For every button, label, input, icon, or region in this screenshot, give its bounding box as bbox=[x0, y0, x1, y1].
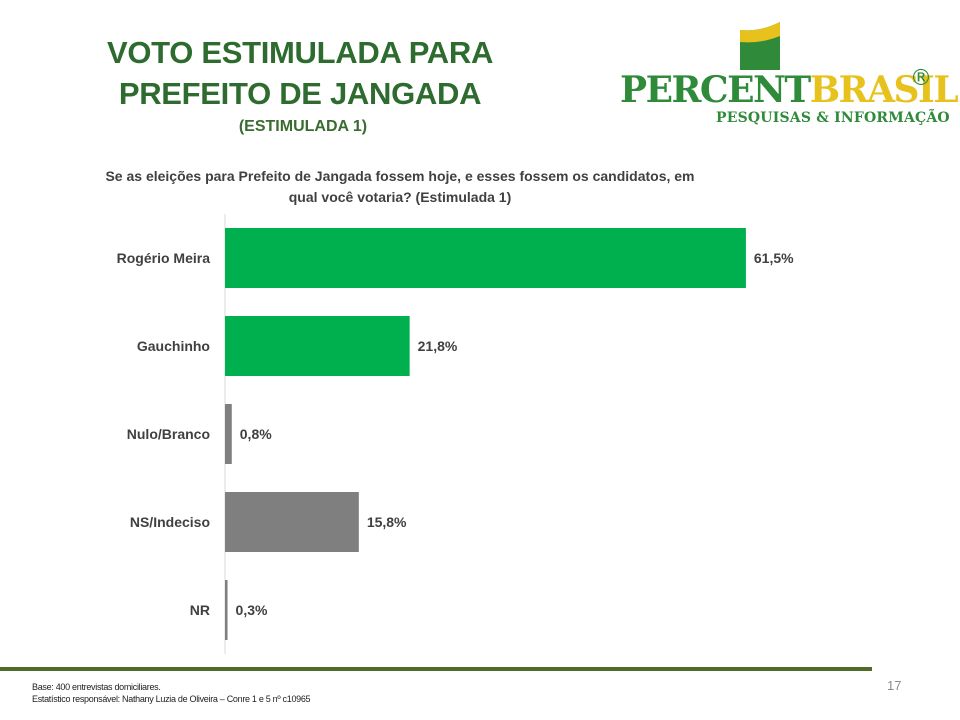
logo-word-brasil: BRASIL bbox=[809, 69, 959, 111]
logo-tagline: PESQUISAS & INFORMAÇÃO bbox=[716, 110, 950, 126]
logo-flag-icon bbox=[740, 22, 780, 70]
title-line-1: VOTO ESTIMULADA PARA bbox=[106, 35, 494, 70]
value-label: 21,8% bbox=[418, 338, 458, 354]
category-label: Nulo/Branco bbox=[127, 426, 210, 442]
value-label: 0,3% bbox=[236, 602, 268, 618]
bar-2 bbox=[225, 404, 232, 464]
value-label: 0,8% bbox=[240, 426, 272, 442]
category-label: Gauchinho bbox=[137, 338, 210, 354]
percentbrasil-logo: PERCENTBRASIL ® PESQUISAS & INFORMAÇÃO bbox=[620, 22, 959, 132]
logo-wordmark: PERCENTBRASIL bbox=[620, 69, 959, 111]
value-label: 15,8% bbox=[367, 514, 407, 530]
category-label: NS/Indeciso bbox=[130, 514, 210, 530]
category-label: NR bbox=[190, 602, 210, 618]
value-label: 61,5% bbox=[754, 250, 794, 266]
survey-question: Se as eleições para Prefeito de Jangada … bbox=[105, 168, 695, 205]
bar-1 bbox=[225, 316, 410, 376]
category-label: Rogério Meira bbox=[117, 250, 211, 266]
slide-title: VOTO ESTIMULADA PARA PREFEITO DE JANGADA bbox=[60, 32, 540, 114]
registered-mark: ® bbox=[910, 66, 932, 91]
bar-0 bbox=[225, 228, 746, 288]
slide-subtitle: (ESTIMULADA 1) bbox=[238, 118, 368, 135]
bar-4 bbox=[225, 580, 228, 640]
footer-rule bbox=[0, 667, 872, 671]
bar-3 bbox=[225, 492, 359, 552]
footer-statistician: Estatístico responsável: Nathany Luzia d… bbox=[32, 694, 311, 704]
footer-notes: Base: 400 entrevistas domiciliares. Esta… bbox=[32, 681, 311, 705]
logo-word-percent: PERCENT bbox=[620, 69, 811, 111]
title-line-2: PREFEITO DE JANGADA bbox=[118, 76, 482, 111]
page-number: 17 bbox=[887, 678, 902, 693]
footer-base: Base: 400 entrevistas domiciliares. bbox=[32, 682, 161, 692]
